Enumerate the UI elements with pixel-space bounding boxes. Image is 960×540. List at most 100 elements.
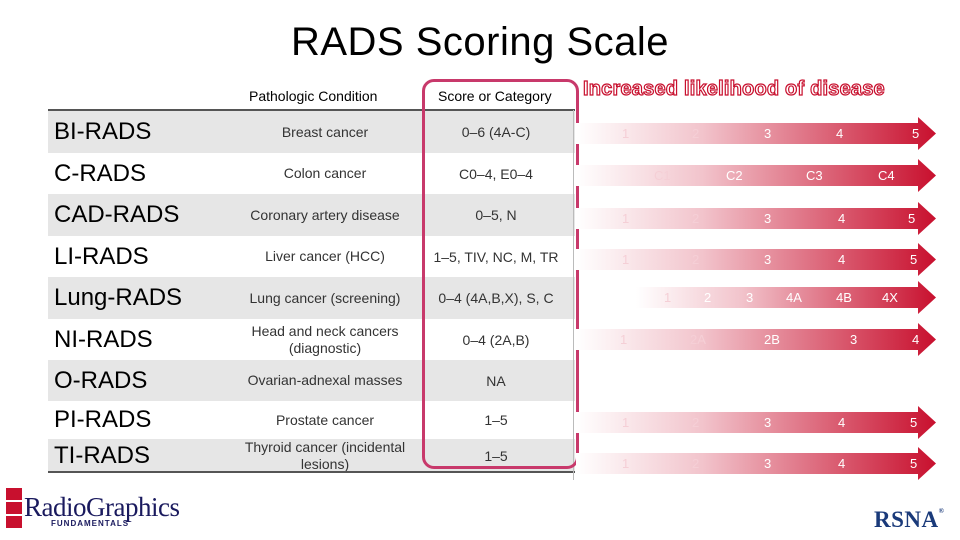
arrow-shape-icon	[576, 202, 936, 235]
arrow-shape-icon	[576, 117, 936, 150]
likelihood-scale-label: 5	[910, 252, 918, 267]
likelihood-scale-label: 1	[622, 252, 630, 267]
likelihood-scale-label: 5	[908, 211, 916, 226]
likelihood-scale-label: 2A	[690, 332, 706, 347]
likelihood-scale-label: 1	[622, 211, 630, 226]
arrow-shape-icon	[636, 281, 936, 314]
score-category-cell: 0–4 (4A,B,X), S, C	[417, 277, 575, 319]
logo-bar-icon	[6, 502, 22, 514]
rads-name: CAD-RADS	[48, 194, 233, 236]
rads-name: BI-RADS	[48, 111, 233, 153]
table-row: NI-RADS Head and neck cancers (diagnostic…	[0, 319, 960, 360]
likelihood-arrow: C1 C2 C3 C4	[576, 159, 936, 192]
rsna-wordmark: RSNA	[874, 507, 939, 532]
likelihood-scale-label: C3	[806, 168, 823, 183]
likelihood-scale-label: 1	[664, 290, 672, 305]
pathologic-condition-cell: Prostate cancer	[275, 411, 375, 428]
pathologic-condition-cell: Thyroid cancer (incidental lesions)	[233, 439, 417, 472]
table-row: CAD-RADS Coronary artery disease 0–5, N	[0, 194, 960, 236]
score-category-cell: 1–5	[484, 412, 508, 428]
pathologic-condition-cell: Lung cancer (screening)	[233, 277, 417, 319]
likelihood-scale-label: 4	[838, 456, 846, 471]
table-row: TI-RADS Thyroid cancer (incidental lesion…	[0, 439, 960, 472]
likelihood-scale-label: 4	[838, 211, 846, 226]
pathologic-condition-cell: Head and neck cancers (diagnostic)	[251, 322, 399, 356]
likelihood-scale-label: C1	[654, 168, 671, 183]
likelihood-scale-label: 3	[764, 211, 772, 226]
radiographics-logo: RadioGraphics FUNDAMENTALS	[6, 488, 192, 532]
likelihood-scale-label: 3	[764, 252, 772, 267]
likelihood-scale-label: 4X	[882, 290, 898, 305]
likelihood-scale-label: 2	[692, 252, 700, 267]
score-category-cell: NA	[417, 360, 575, 401]
likelihood-scale-label: 1	[620, 332, 628, 347]
likelihood-scale-label: 1	[622, 456, 630, 471]
likelihood-arrow: 1 2 3 4 5	[576, 202, 936, 235]
likelihood-scale-label: C2	[726, 168, 743, 183]
likelihood-arrow: 1 2 3 4 5	[576, 117, 936, 150]
likelihood-scale-label: 2	[692, 126, 700, 141]
table-row: Lung-RADS Lung cancer (screening) 0–4 (4A,…	[0, 277, 960, 319]
likelihood-legend: Increased likelihood of disease	[582, 77, 885, 100]
arrow-shape-icon	[576, 323, 936, 356]
rads-name: O-RADS	[48, 360, 233, 401]
table-row: BI-RADS Breast cancer 0–6 (4A-C)	[0, 111, 960, 153]
likelihood-scale-label: 4	[838, 252, 846, 267]
rsna-registered-mark: ®	[938, 507, 945, 515]
logo-bar-icon	[6, 516, 22, 528]
header-score-category: Score or Category	[438, 88, 552, 104]
likelihood-scale-label: 4A	[786, 290, 802, 305]
rads-name: LI-RADS	[48, 236, 233, 277]
likelihood-scale-label: 2	[692, 456, 700, 471]
arrow-shape-icon	[576, 406, 936, 439]
likelihood-scale-label: 5	[910, 456, 918, 471]
likelihood-scale-label: 2	[692, 211, 700, 226]
likelihood-arrow: 1 2 3 4 5	[576, 406, 936, 439]
table-row: LI-RADS Liver cancer (HCC) 1–5, TIV, NC, M…	[0, 236, 960, 277]
table-row: PI-RADS Prostate cancer 1–5	[0, 401, 960, 439]
score-category-cell: C0–4, E0–4	[459, 165, 533, 182]
rads-name: Lung-RADS	[48, 277, 233, 319]
pathologic-condition-cell: Ovarian-adnexal masses	[233, 360, 417, 401]
likelihood-scale-label: 4	[838, 415, 846, 430]
likelihood-scale-label: 1	[622, 126, 630, 141]
likelihood-scale-label: 3	[746, 290, 754, 305]
table-top-rule	[48, 109, 575, 111]
likelihood-scale-label: 3	[764, 456, 772, 471]
table-bottom-rule	[48, 471, 575, 473]
score-category-cell: 0–6 (4A-C)	[417, 111, 575, 153]
pathologic-condition-cell: Coronary artery disease	[233, 194, 417, 236]
likelihood-scale-label: C4	[878, 168, 895, 183]
score-column-highlight	[422, 79, 579, 469]
pathologic-condition-cell: Colon cancer	[283, 165, 367, 181]
likelihood-scale-label: 2	[704, 290, 712, 305]
likelihood-arrow: 1 2 3 4A 4B 4X	[576, 281, 936, 314]
rads-name: C-RADS	[48, 153, 233, 194]
likelihood-scale-label: 2B	[764, 332, 780, 347]
arrow-shape-icon	[576, 159, 936, 192]
likelihood-arrow: 1 2 3 4 5	[576, 447, 936, 480]
rsna-logo: RSNA®	[874, 507, 944, 533]
page-title: RADS Scoring Scale	[290, 20, 670, 64]
likelihood-scale-label: 4	[912, 332, 920, 347]
likelihood-arrow: 1 2 3 4 5	[576, 243, 936, 276]
header-pathologic-condition: Pathologic Condition	[249, 88, 378, 104]
score-category-cell: 1–5, TIV, NC, M, TR	[433, 248, 559, 265]
likelihood-scale-label: 4	[836, 126, 844, 141]
rads-name: PI-RADS	[48, 401, 233, 439]
radiographics-subtitle: FUNDAMENTALS	[51, 519, 130, 528]
likelihood-arrow: 1 2A 2B 3 4	[576, 323, 936, 356]
table-row: C-RADS Colon cancer C0–4, E0–4	[0, 153, 960, 194]
likelihood-scale-label: 2	[692, 415, 700, 430]
score-category-cell: 0–5, N	[417, 194, 575, 236]
likelihood-scale-label: 1	[622, 415, 630, 430]
likelihood-scale-label: 3	[764, 415, 772, 430]
rads-name: NI-RADS	[48, 319, 233, 360]
pathologic-condition-cell: Breast cancer	[233, 111, 417, 153]
radiographics-wordmark: RadioGraphics	[24, 492, 180, 522]
score-category-cell: 0–4 (2A,B)	[462, 331, 530, 348]
logo-bar-icon	[6, 488, 22, 500]
arrow-shape-icon	[576, 447, 936, 480]
likelihood-scale-label: 3	[850, 332, 858, 347]
arrow-shape-icon	[576, 243, 936, 276]
